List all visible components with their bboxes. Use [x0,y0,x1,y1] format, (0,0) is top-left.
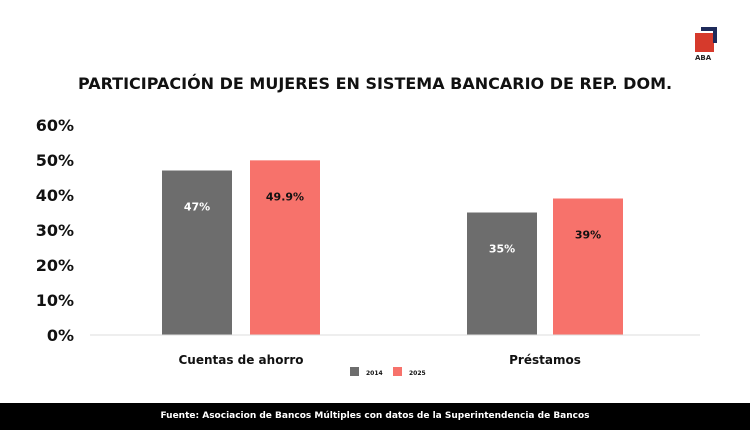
legend-swatch-2025 [393,367,402,376]
y-tick-label: 50% [36,151,74,170]
legend-label-2025: 2025 [409,370,426,377]
data-label: 47% [184,201,210,214]
y-tick-label: 30% [36,221,74,240]
data-label: 39% [575,229,601,242]
source-footer: Fuente: Asociacion de Bancos Múltiples c… [0,403,750,430]
x-tick-label: Cuentas de ahorro [178,353,303,367]
bar-2025 [553,198,623,335]
bar-2025 [250,160,320,335]
y-tick-label: 10% [36,291,74,310]
aba-logo: ABA [695,27,721,62]
bar-2014 [162,170,232,335]
bar-chart: 0% 10% 20% 30% 40% 50% 60% 47% 49.9% Cuentas de a… [36,116,700,377]
data-label: 49.9% [266,190,304,203]
bar-2014 [467,212,537,335]
data-label: 35% [489,243,515,256]
y-tick-label: 60% [36,116,74,135]
y-tick-label: 40% [36,186,74,205]
legend-label-2014: 2014 [366,370,383,377]
y-tick-label: 0% [47,326,74,345]
legend-swatch-2014 [350,367,359,376]
chart-title: PARTICIPACIÓN DE MUJERES EN SISTEMA BANC… [77,74,673,93]
x-tick-label: Préstamos [509,353,581,367]
y-tick-label: 20% [36,256,74,275]
